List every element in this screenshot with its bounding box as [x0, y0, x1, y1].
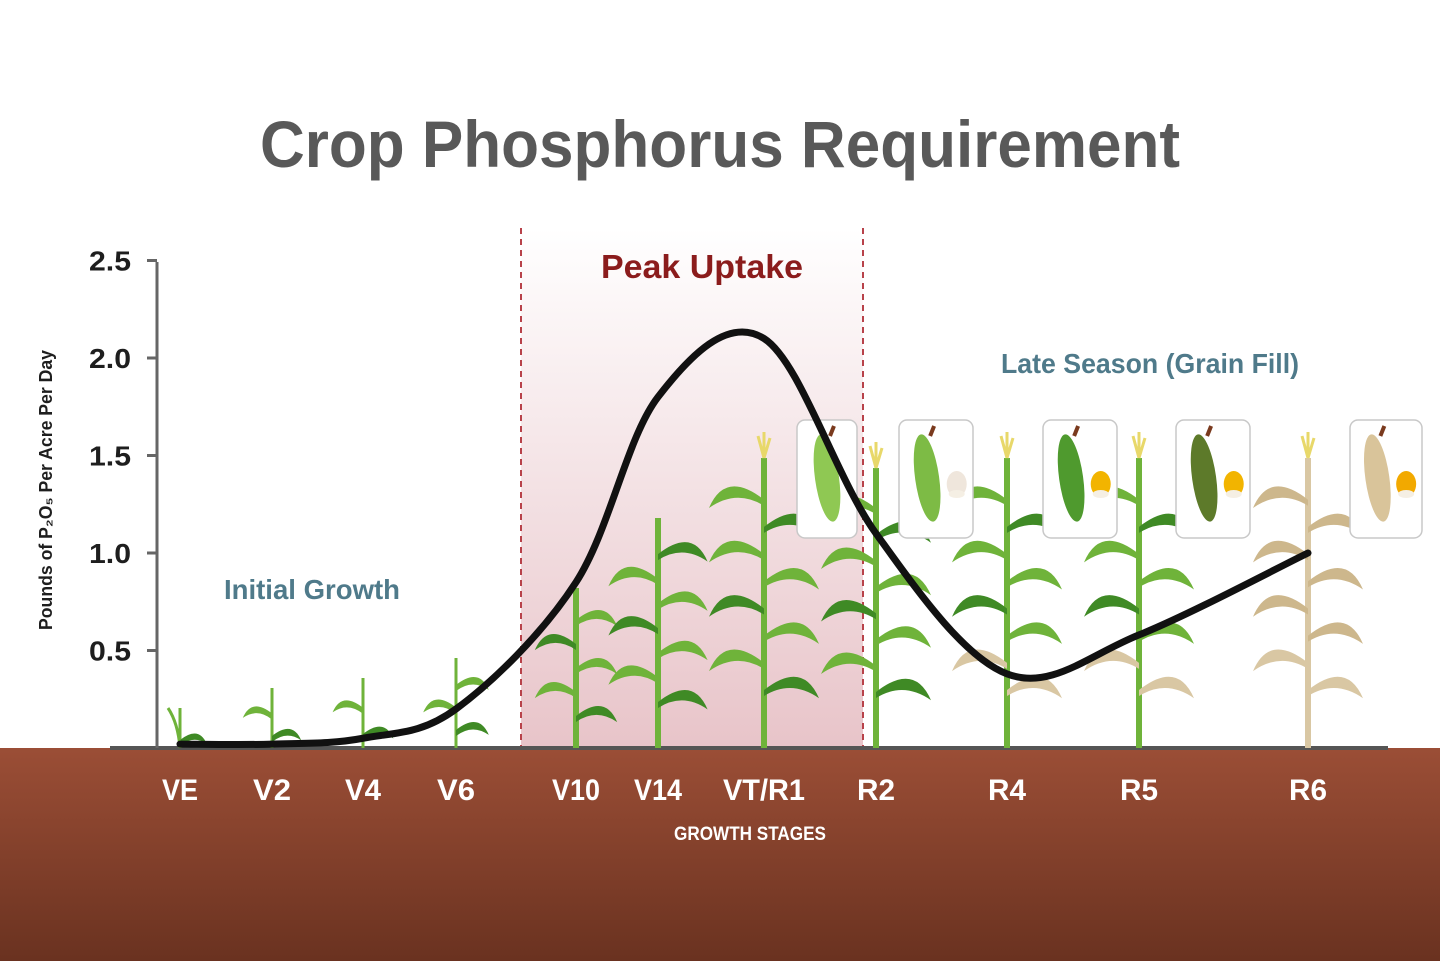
y-tick-label: 0.5	[89, 636, 131, 667]
series-line	[176, 328, 1312, 749]
soil-ground	[0, 748, 1440, 961]
corn-plant-v2	[242, 688, 302, 748]
x-tick-label-v14: V14	[634, 774, 682, 807]
x-tick-label-v4: V4	[345, 774, 381, 807]
x-tick-label-r2: R2	[857, 774, 895, 807]
corn-plant-vt-r1	[709, 432, 819, 748]
corn-plants	[166, 432, 1363, 749]
y-tick-label: 2.5	[89, 246, 131, 277]
x-tick-label-r4: R4	[988, 774, 1026, 807]
ear-card-2	[898, 419, 974, 539]
late-season-label: Late Season (Grain Fill)	[1001, 348, 1299, 379]
ear-card-5	[1349, 419, 1423, 539]
y-tick-label: 1.5	[89, 441, 131, 472]
corn-plant-v10	[534, 588, 618, 748]
x-axis-label: GROWTH STAGES	[674, 824, 826, 845]
corn-plant-v14	[608, 518, 708, 748]
initial-growth-label: Initial Growth	[224, 574, 400, 605]
x-tick-label-r5: R5	[1120, 774, 1158, 807]
x-tick-label-v2: V2	[253, 774, 291, 807]
x-tick-label-ve: VE	[162, 774, 198, 807]
ear-kernel-cards	[796, 419, 1423, 539]
x-tick-label-vt-r1: VT/R1	[723, 774, 805, 807]
x-tick-label-v6: V6	[437, 774, 475, 807]
corn-plant-v6	[423, 658, 489, 748]
y-axis-ticks: 2.5 2.0 1.5 1.0 0.5	[89, 246, 157, 667]
ear-card-3	[1042, 419, 1118, 539]
ear-card-4	[1175, 419, 1251, 539]
chart-title: Crop Phosphorus Requirement	[260, 107, 1180, 181]
x-tick-label-r6: R6	[1289, 774, 1327, 807]
y-tick-label: 1.0	[89, 538, 131, 569]
x-axis-labels: VE V2 V4 V6 V10 V14 VT/R1 R2 R4 R5 R6	[162, 774, 1327, 807]
peak-uptake-label: Peak Uptake	[601, 248, 803, 285]
x-tick-label-v10: V10	[552, 774, 600, 807]
y-axis-label: Pounds of P₂O₅ Per Acre Per Day	[36, 350, 56, 630]
corn-plant-r6	[1253, 432, 1363, 748]
y-tick-label: 2.0	[89, 343, 131, 374]
